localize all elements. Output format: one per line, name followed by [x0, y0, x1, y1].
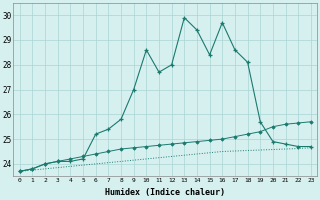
X-axis label: Humidex (Indice chaleur): Humidex (Indice chaleur) — [105, 188, 225, 197]
